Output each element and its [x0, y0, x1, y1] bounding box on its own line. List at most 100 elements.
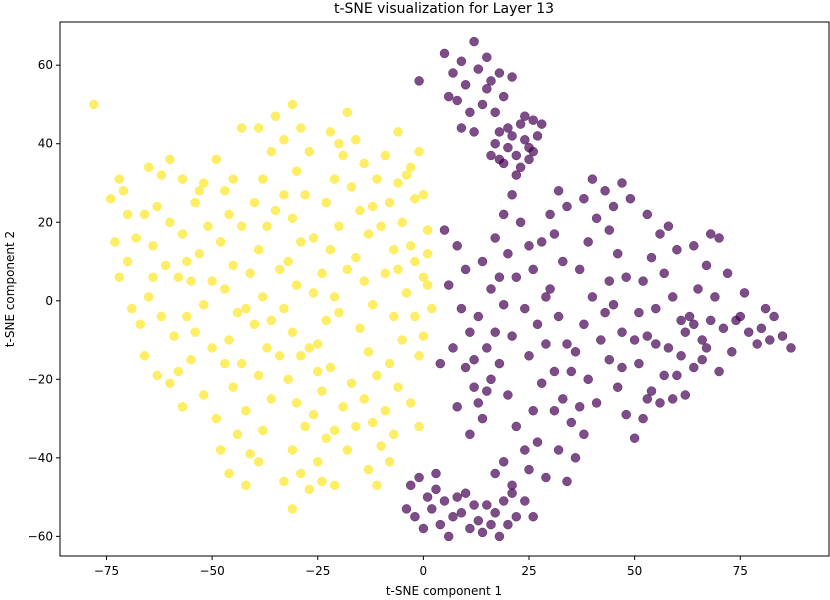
- scatter-point-cluster-1: [228, 260, 238, 271]
- scatter-point-cluster-2: [574, 402, 585, 412]
- scatter-point-cluster-1: [359, 158, 369, 169]
- scatter-point-cluster-2: [503, 248, 513, 259]
- scatter-point-cluster-2: [511, 170, 522, 180]
- scatter-point-cluster-2: [456, 123, 467, 133]
- scatter-point-cluster-2: [634, 307, 644, 318]
- scatter-point-cluster-1: [300, 421, 310, 432]
- scatter-point-cluster-1: [397, 335, 407, 345]
- scatter-point-cluster-2: [405, 480, 416, 491]
- scatter-point-cluster-2: [558, 394, 568, 404]
- scatter-point-cluster-1: [266, 394, 277, 404]
- scatter-point-cluster-2: [579, 193, 589, 204]
- scatter-point-cluster-1: [203, 221, 213, 231]
- scatter-point-cluster-2: [625, 193, 636, 204]
- scatter-point-cluster-1: [342, 264, 353, 275]
- scatter-point-cluster-2: [722, 268, 733, 279]
- scatter-point-cluster-1: [152, 201, 162, 212]
- scatter-point-cluster-2: [507, 331, 517, 341]
- scatter-point-cluster-1: [135, 319, 146, 330]
- scatter-point-cluster-1: [317, 268, 327, 279]
- scatter-point-cluster-1: [405, 241, 416, 251]
- scatter-point-cluster-2: [494, 531, 505, 542]
- scatter-point-cluster-1: [384, 358, 395, 369]
- scatter-point-cluster-1: [177, 174, 188, 184]
- scatter-point-cluster-2: [663, 343, 674, 353]
- scatter-point-cluster-2: [503, 519, 513, 530]
- scatter-point-cluster-1: [127, 303, 137, 314]
- scatter-point-cluster-2: [549, 405, 560, 416]
- scatter-point-cluster-2: [507, 488, 517, 498]
- scatter-point-cluster-2: [456, 56, 467, 67]
- scatter-point-cluster-2: [612, 382, 623, 392]
- scatter-point-cluster-2: [697, 335, 707, 345]
- scatter-point-cluster-1: [279, 135, 289, 145]
- scatter-point-cluster-2: [507, 131, 517, 141]
- scatter-point-cluster-1: [228, 174, 238, 184]
- scatter-point-cluster-1: [249, 197, 260, 208]
- scatter-point-cluster-1: [165, 154, 175, 165]
- scatter-point-cluster-1: [312, 457, 323, 467]
- scatter-point-cluster-1: [401, 170, 412, 180]
- scatter-point-cluster-2: [439, 48, 450, 59]
- scatter-point-cluster-1: [346, 182, 357, 192]
- scatter-point-cluster-2: [456, 508, 467, 518]
- scatter-point-cluster-2: [431, 484, 441, 495]
- scatter-point-cluster-1: [304, 484, 315, 495]
- scatter-point-cluster-1: [274, 264, 285, 275]
- scatter-point-cluster-2: [473, 398, 484, 408]
- scatter-point-cluster-1: [122, 209, 133, 220]
- scatter-point-cluster-2: [621, 272, 631, 282]
- scatter-point-cluster-2: [515, 119, 526, 129]
- scatter-point-cluster-2: [520, 445, 530, 455]
- scatter-point-cluster-2: [570, 453, 581, 463]
- scatter-point-cluster-2: [486, 76, 496, 86]
- plot-background: [60, 22, 829, 556]
- scatter-point-cluster-2: [452, 95, 462, 106]
- scatter-point-cluster-1: [105, 193, 116, 204]
- scatter-point-cluster-2: [693, 284, 703, 294]
- scatter-point-cluster-1: [372, 480, 382, 491]
- scatter-point-cluster-2: [460, 80, 471, 90]
- scatter-point-cluster-1: [325, 244, 336, 255]
- scatter-point-cluster-2: [583, 374, 593, 385]
- scatter-point-cluster-2: [541, 339, 551, 349]
- scatter-point-cluster-2: [452, 402, 462, 412]
- scatter-point-cluster-1: [355, 323, 365, 334]
- scatter-point-cluster-1: [334, 138, 344, 149]
- scatter-point-cluster-2: [739, 288, 750, 298]
- scatter-point-cluster-2: [667, 394, 678, 404]
- scatter-point-cluster-1: [245, 268, 255, 279]
- scatter-point-cluster-2: [507, 72, 517, 82]
- scatter-point-cluster-1: [165, 378, 175, 388]
- scatter-point-cluster-2: [689, 362, 699, 373]
- scatter-point-cluster-2: [490, 138, 500, 149]
- scatter-point-cluster-1: [389, 244, 399, 255]
- scatter-point-cluster-1: [418, 331, 429, 341]
- scatter-point-cluster-2: [583, 237, 593, 247]
- scatter-point-cluster-2: [714, 366, 724, 377]
- scatter-point-cluster-2: [498, 91, 509, 102]
- y-tick-label: 40: [38, 137, 53, 151]
- scatter-point-cluster-2: [435, 358, 446, 369]
- scatter-point-cluster-1: [177, 229, 188, 239]
- y-tick-label: 20: [38, 215, 53, 229]
- scatter-point-cluster-2: [469, 354, 479, 365]
- scatter-point-cluster-2: [494, 272, 505, 282]
- scatter-point-cluster-2: [498, 496, 509, 506]
- scatter-point-cluster-2: [587, 292, 598, 302]
- scatter-point-cluster-1: [215, 237, 226, 247]
- scatter-point-cluster-1: [351, 421, 361, 432]
- scatter-point-cluster-2: [482, 343, 492, 353]
- scatter-point-cluster-1: [287, 213, 298, 224]
- scatter-point-cluster-1: [410, 193, 420, 204]
- scatter-point-cluster-1: [186, 276, 196, 286]
- scatter-point-cluster-1: [397, 217, 407, 228]
- scatter-point-cluster-1: [194, 248, 205, 259]
- scatter-point-cluster-2: [596, 335, 606, 345]
- chart-title: t-SNE visualization for Layer 13: [334, 1, 554, 17]
- scatter-point-cluster-2: [760, 303, 771, 314]
- scatter-point-cluster-1: [160, 260, 171, 271]
- y-tick-label: −40: [28, 451, 53, 465]
- scatter-point-cluster-2: [494, 154, 505, 165]
- scatter-point-cluster-1: [291, 398, 302, 408]
